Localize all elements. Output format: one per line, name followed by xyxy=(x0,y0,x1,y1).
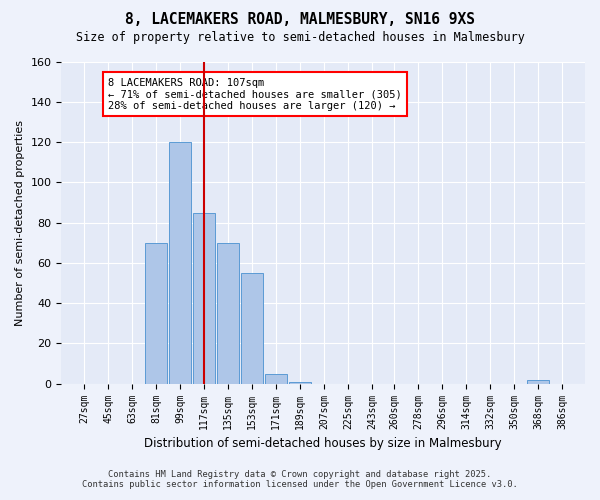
Bar xyxy=(265,374,287,384)
Y-axis label: Number of semi-detached properties: Number of semi-detached properties xyxy=(15,120,25,326)
Bar xyxy=(241,273,263,384)
Bar xyxy=(217,242,239,384)
Bar xyxy=(289,382,311,384)
Bar xyxy=(169,142,191,384)
Bar xyxy=(527,380,550,384)
Text: 8 LACEMAKERS ROAD: 107sqm
← 71% of semi-detached houses are smaller (305)
28% of: 8 LACEMAKERS ROAD: 107sqm ← 71% of semi-… xyxy=(108,78,402,111)
Text: 8, LACEMAKERS ROAD, MALMESBURY, SN16 9XS: 8, LACEMAKERS ROAD, MALMESBURY, SN16 9XS xyxy=(125,12,475,28)
Bar xyxy=(193,212,215,384)
Bar xyxy=(145,242,167,384)
Text: Contains HM Land Registry data © Crown copyright and database right 2025.
Contai: Contains HM Land Registry data © Crown c… xyxy=(82,470,518,489)
Text: Size of property relative to semi-detached houses in Malmesbury: Size of property relative to semi-detach… xyxy=(76,31,524,44)
X-axis label: Distribution of semi-detached houses by size in Malmesbury: Distribution of semi-detached houses by … xyxy=(145,437,502,450)
